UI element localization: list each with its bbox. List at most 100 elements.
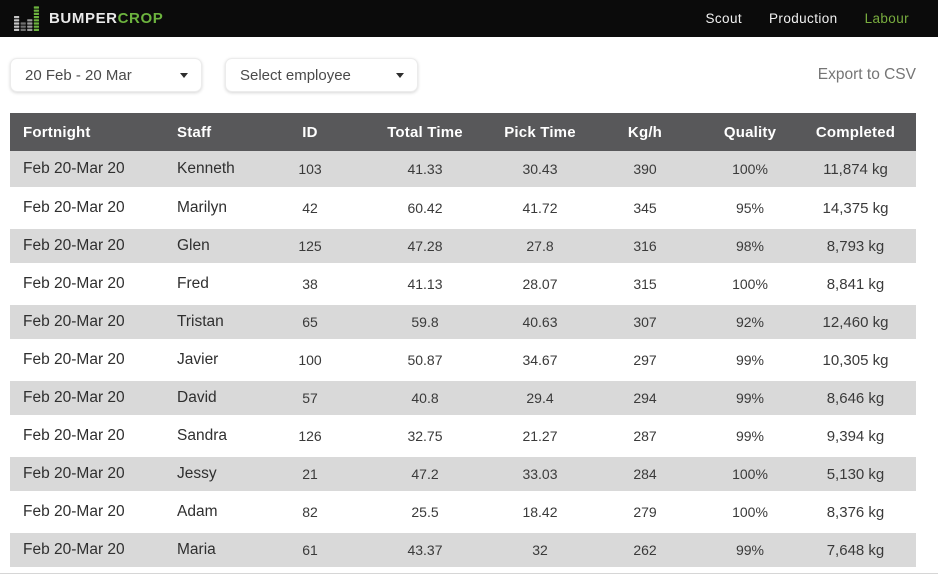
cell-staff: David <box>160 379 265 419</box>
cell-staff: Kenneth <box>160 151 265 191</box>
equalizer-logo-icon <box>14 6 39 31</box>
cell-id: 65 <box>265 303 355 343</box>
column-header-total-time: Total Time <box>355 113 495 151</box>
cell-fortnight: Feb 20-Mar 20 <box>10 151 160 191</box>
cell-total-time: 47.28 <box>355 227 495 267</box>
logo[interactable]: BUMPERCROP <box>14 5 163 32</box>
cell-id: 82 <box>265 493 355 533</box>
cell-pick-time: 41.72 <box>495 189 585 229</box>
cell-pick-time: 40.63 <box>495 303 585 343</box>
cell-id: 100 <box>265 341 355 381</box>
table-body: Feb 20-Mar 20 Kenneth 103 41.33 30.43 390 100%… <box>10 151 916 571</box>
cell-fortnight: Feb 20-Mar 20 <box>10 493 160 533</box>
cell-kg-h: 284 <box>585 455 705 495</box>
cell-pick-time: 33.03 <box>495 455 585 495</box>
cell-quality: 92% <box>705 303 795 343</box>
employee-select-value: Select employee <box>240 66 351 84</box>
cell-quality: 95% <box>705 189 795 229</box>
cell-id: 61 <box>265 531 355 571</box>
cell-fortnight: Feb 20-Mar 20 <box>10 265 160 305</box>
cell-quality: 100% <box>705 455 795 495</box>
cell-kg-h: 316 <box>585 227 705 267</box>
cell-staff: Marilyn <box>160 189 265 229</box>
labour-table-wrap: Fortnight Staff ID Total Time Pick Time Kg/h Q… <box>10 113 916 571</box>
cell-pick-time: 34.67 <box>495 341 585 381</box>
cell-pick-time: 30.43 <box>495 151 585 191</box>
table-row: Feb 20-Mar 20 Sandra 126 32.75 21.27 287 99% 9,… <box>10 417 916 457</box>
date-range-value: 20 Feb - 20 Mar <box>25 66 132 84</box>
cell-kg-h: 390 <box>585 151 705 191</box>
table-row: Feb 20-Mar 20 Marilyn 42 60.42 41.72 345 95% 14… <box>10 189 916 229</box>
nav-item-scout[interactable]: Scout <box>705 11 743 26</box>
export-csv-button[interactable]: Export to CSV <box>817 66 916 83</box>
column-header-completed: Completed <box>795 113 916 151</box>
cell-completed: 10,305 kg <box>795 341 916 381</box>
cell-completed: 12,460 kg <box>795 303 916 343</box>
cell-total-time: 43.37 <box>355 531 495 571</box>
cell-kg-h: 297 <box>585 341 705 381</box>
table-row: Feb 20-Mar 20 Maria 61 43.37 32 262 99% 7,648 k… <box>10 531 916 571</box>
cell-pick-time: 27.8 <box>495 227 585 267</box>
cell-staff: Tristan <box>160 303 265 343</box>
cell-pick-time: 21.27 <box>495 417 585 457</box>
cell-id: 126 <box>265 417 355 457</box>
cell-fortnight: Feb 20-Mar 20 <box>10 341 160 381</box>
logo-text-accent: CROP <box>117 10 164 27</box>
cell-kg-h: 315 <box>585 265 705 305</box>
cell-fortnight: Feb 20-Mar 20 <box>10 531 160 571</box>
employee-select-dropdown[interactable]: Select employee <box>225 58 418 92</box>
cell-completed: 8,793 kg <box>795 227 916 267</box>
cell-id: 103 <box>265 151 355 191</box>
column-header-pick-time: Pick Time <box>495 113 585 151</box>
cell-fortnight: Feb 20-Mar 20 <box>10 189 160 229</box>
cell-kg-h: 262 <box>585 531 705 571</box>
caret-down-icon <box>396 72 404 78</box>
bottom-divider <box>0 573 938 574</box>
cell-staff: Jessy <box>160 455 265 495</box>
cell-pick-time: 29.4 <box>495 379 585 419</box>
cell-staff: Adam <box>160 493 265 533</box>
table-row: Feb 20-Mar 20 David 57 40.8 29.4 294 99% 8,646 … <box>10 379 916 419</box>
cell-fortnight: Feb 20-Mar 20 <box>10 303 160 343</box>
cell-staff: Fred <box>160 265 265 305</box>
column-header-fortnight: Fortnight <box>10 113 160 151</box>
cell-id: 57 <box>265 379 355 419</box>
cell-kg-h: 307 <box>585 303 705 343</box>
logo-text-primary: BUMPER <box>49 10 118 27</box>
cell-fortnight: Feb 20-Mar 20 <box>10 455 160 495</box>
cell-quality: 100% <box>705 493 795 533</box>
cell-kg-h: 287 <box>585 417 705 457</box>
nav-items: Scout Production Labour <box>705 11 909 26</box>
cell-completed: 8,841 kg <box>795 265 916 305</box>
cell-quality: 100% <box>705 151 795 191</box>
column-header-kg-h: Kg/h <box>585 113 705 151</box>
cell-total-time: 25.5 <box>355 493 495 533</box>
cell-kg-h: 345 <box>585 189 705 229</box>
cell-quality: 99% <box>705 417 795 457</box>
table-header-row: Fortnight Staff ID Total Time Pick Time Kg/h Q… <box>10 113 916 151</box>
cell-id: 42 <box>265 189 355 229</box>
cell-quality: 100% <box>705 265 795 305</box>
date-range-dropdown[interactable]: 20 Feb - 20 Mar <box>10 58 202 92</box>
top-navbar: BUMPERCROP Scout Production Labour <box>0 0 938 37</box>
cell-quality: 99% <box>705 379 795 419</box>
cell-total-time: 50.87 <box>355 341 495 381</box>
cell-completed: 5,130 kg <box>795 455 916 495</box>
cell-id: 21 <box>265 455 355 495</box>
table-row: Feb 20-Mar 20 Tristan 65 59.8 40.63 307 92% 12,… <box>10 303 916 343</box>
cell-completed: 8,376 kg <box>795 493 916 533</box>
cell-staff: Glen <box>160 227 265 267</box>
cell-pick-time: 18.42 <box>495 493 585 533</box>
cell-total-time: 59.8 <box>355 303 495 343</box>
cell-id: 125 <box>265 227 355 267</box>
cell-fortnight: Feb 20-Mar 20 <box>10 379 160 419</box>
cell-total-time: 41.33 <box>355 151 495 191</box>
caret-down-icon <box>180 72 188 78</box>
table-row: Feb 20-Mar 20 Jessy 21 47.2 33.03 284 100% 5,13… <box>10 455 916 495</box>
column-header-id: ID <box>265 113 355 151</box>
nav-item-labour[interactable]: Labour <box>864 11 909 26</box>
nav-item-production[interactable]: Production <box>769 11 838 26</box>
cell-completed: 14,375 kg <box>795 189 916 229</box>
column-header-quality: Quality <box>705 113 795 151</box>
cell-kg-h: 294 <box>585 379 705 419</box>
